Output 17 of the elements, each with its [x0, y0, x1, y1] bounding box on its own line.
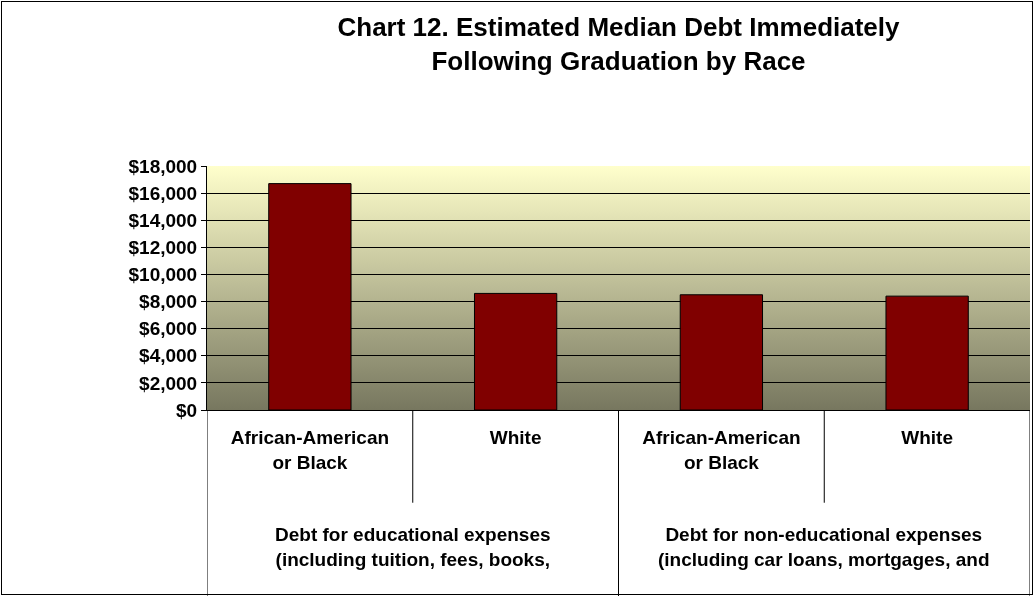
y-tick-label: $16,000	[128, 182, 198, 204]
y-tick-label: $4,000	[139, 345, 198, 367]
text: Debt for non-educational expenses (including car loans, mortgages, and	[658, 524, 990, 570]
y-tick-label: $6,000	[139, 318, 198, 340]
y-tick-label: $2,000	[139, 372, 198, 394]
y-tick-label: $12,000	[128, 236, 198, 258]
y-tick-label: $10,000	[128, 264, 198, 286]
text: Debt for educational expenses (including tuition, fees, books,	[275, 524, 551, 570]
y-tick-label: $0	[176, 399, 198, 421]
x-tick-label: White	[901, 426, 953, 448]
y-tick-label: $14,000	[128, 209, 198, 231]
x-tick-label: African-American or Black	[642, 426, 801, 473]
x-tick-label: White	[489, 426, 542, 448]
y-tick-label: $18,000	[128, 155, 198, 177]
chart-title: Chart 12. Estimated Median Debt Immediately Following Graduation by Race	[337, 11, 901, 76]
x-tick-label: African-American or Black	[230, 426, 390, 473]
y-tick-label: $8,000	[139, 291, 198, 313]
